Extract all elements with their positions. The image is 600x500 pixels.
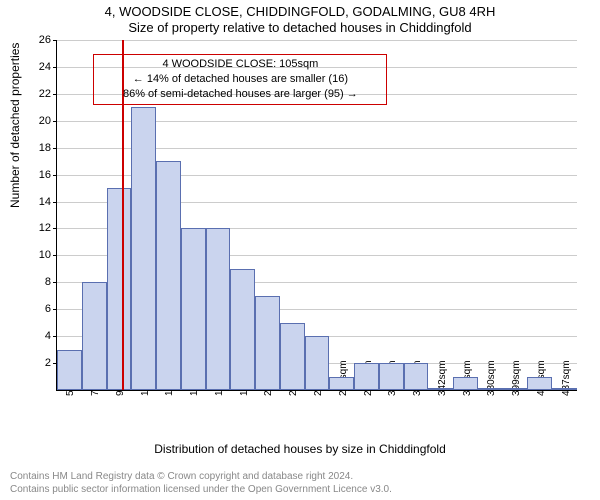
- y-tick-label: 4: [45, 330, 51, 342]
- y-tick-label: 24: [39, 61, 51, 73]
- footer-line2: Contains public sector information licen…: [10, 484, 392, 497]
- annotation-line: 4 WOODSIDE CLOSE: 105sqm: [100, 57, 380, 72]
- x-tick-label: 437sqm: [561, 360, 572, 396]
- histogram-bar: [280, 323, 305, 390]
- histogram-bar: [255, 296, 280, 390]
- chart-title-line1: 4, WOODSIDE CLOSE, CHIDDINGFOLD, GODALMI…: [0, 4, 600, 19]
- y-tick-label: 14: [39, 196, 51, 208]
- y-tick-label: 26: [39, 34, 51, 46]
- histogram-bar: [206, 228, 231, 390]
- histogram-bar: [453, 377, 478, 390]
- y-axis-label: Number of detached properties: [8, 43, 22, 208]
- histogram-bar: [230, 269, 255, 390]
- y-tick-label: 20: [39, 115, 51, 127]
- footer-line1: Contains HM Land Registry data © Crown c…: [10, 471, 392, 484]
- y-tick-label: 10: [39, 249, 51, 261]
- x-axis-label: Distribution of detached houses by size …: [0, 442, 600, 456]
- y-tick-label: 18: [39, 142, 51, 154]
- x-tick-label: 342sqm: [437, 360, 448, 396]
- histogram-bar: [527, 377, 552, 390]
- histogram-bar: [57, 350, 82, 390]
- x-tick-label: 380sqm: [486, 360, 497, 396]
- y-tick-label: 2: [45, 357, 51, 369]
- histogram-bar: [552, 388, 577, 390]
- y-tick-label: 8: [45, 276, 51, 288]
- histogram-bar: [329, 377, 354, 390]
- annotation-line: 86% of semi-detached houses are larger (…: [100, 87, 380, 102]
- chart-title-line2: Size of property relative to detached ho…: [0, 20, 600, 35]
- histogram-bar: [305, 336, 330, 390]
- footer-attribution: Contains HM Land Registry data © Crown c…: [10, 471, 392, 496]
- histogram-bar: [354, 363, 379, 390]
- annotation-line: ← 14% of detached houses are smaller (16…: [100, 72, 380, 87]
- histogram-bar: [131, 107, 156, 390]
- x-tick-label: 399sqm: [511, 360, 522, 396]
- y-tick-label: 12: [39, 222, 51, 234]
- histogram-bar: [107, 188, 132, 390]
- histogram-bar: [428, 388, 453, 390]
- histogram-bar: [82, 282, 107, 390]
- plot-area: 246810121416182022242658sqm77sqm96sqm115…: [56, 40, 577, 391]
- y-tick-label: 6: [45, 303, 51, 315]
- y-tick-label: 22: [39, 88, 51, 100]
- histogram-bar: [379, 363, 404, 390]
- histogram-bar: [181, 228, 206, 390]
- histogram-bar: [478, 388, 503, 390]
- histogram-bar: [404, 363, 429, 390]
- gridline: [57, 40, 577, 41]
- histogram-bar: [156, 161, 181, 390]
- histogram-bar: [503, 388, 528, 390]
- annotation-box: 4 WOODSIDE CLOSE: 105sqm← 14% of detache…: [93, 54, 387, 105]
- y-tick-label: 16: [39, 169, 51, 181]
